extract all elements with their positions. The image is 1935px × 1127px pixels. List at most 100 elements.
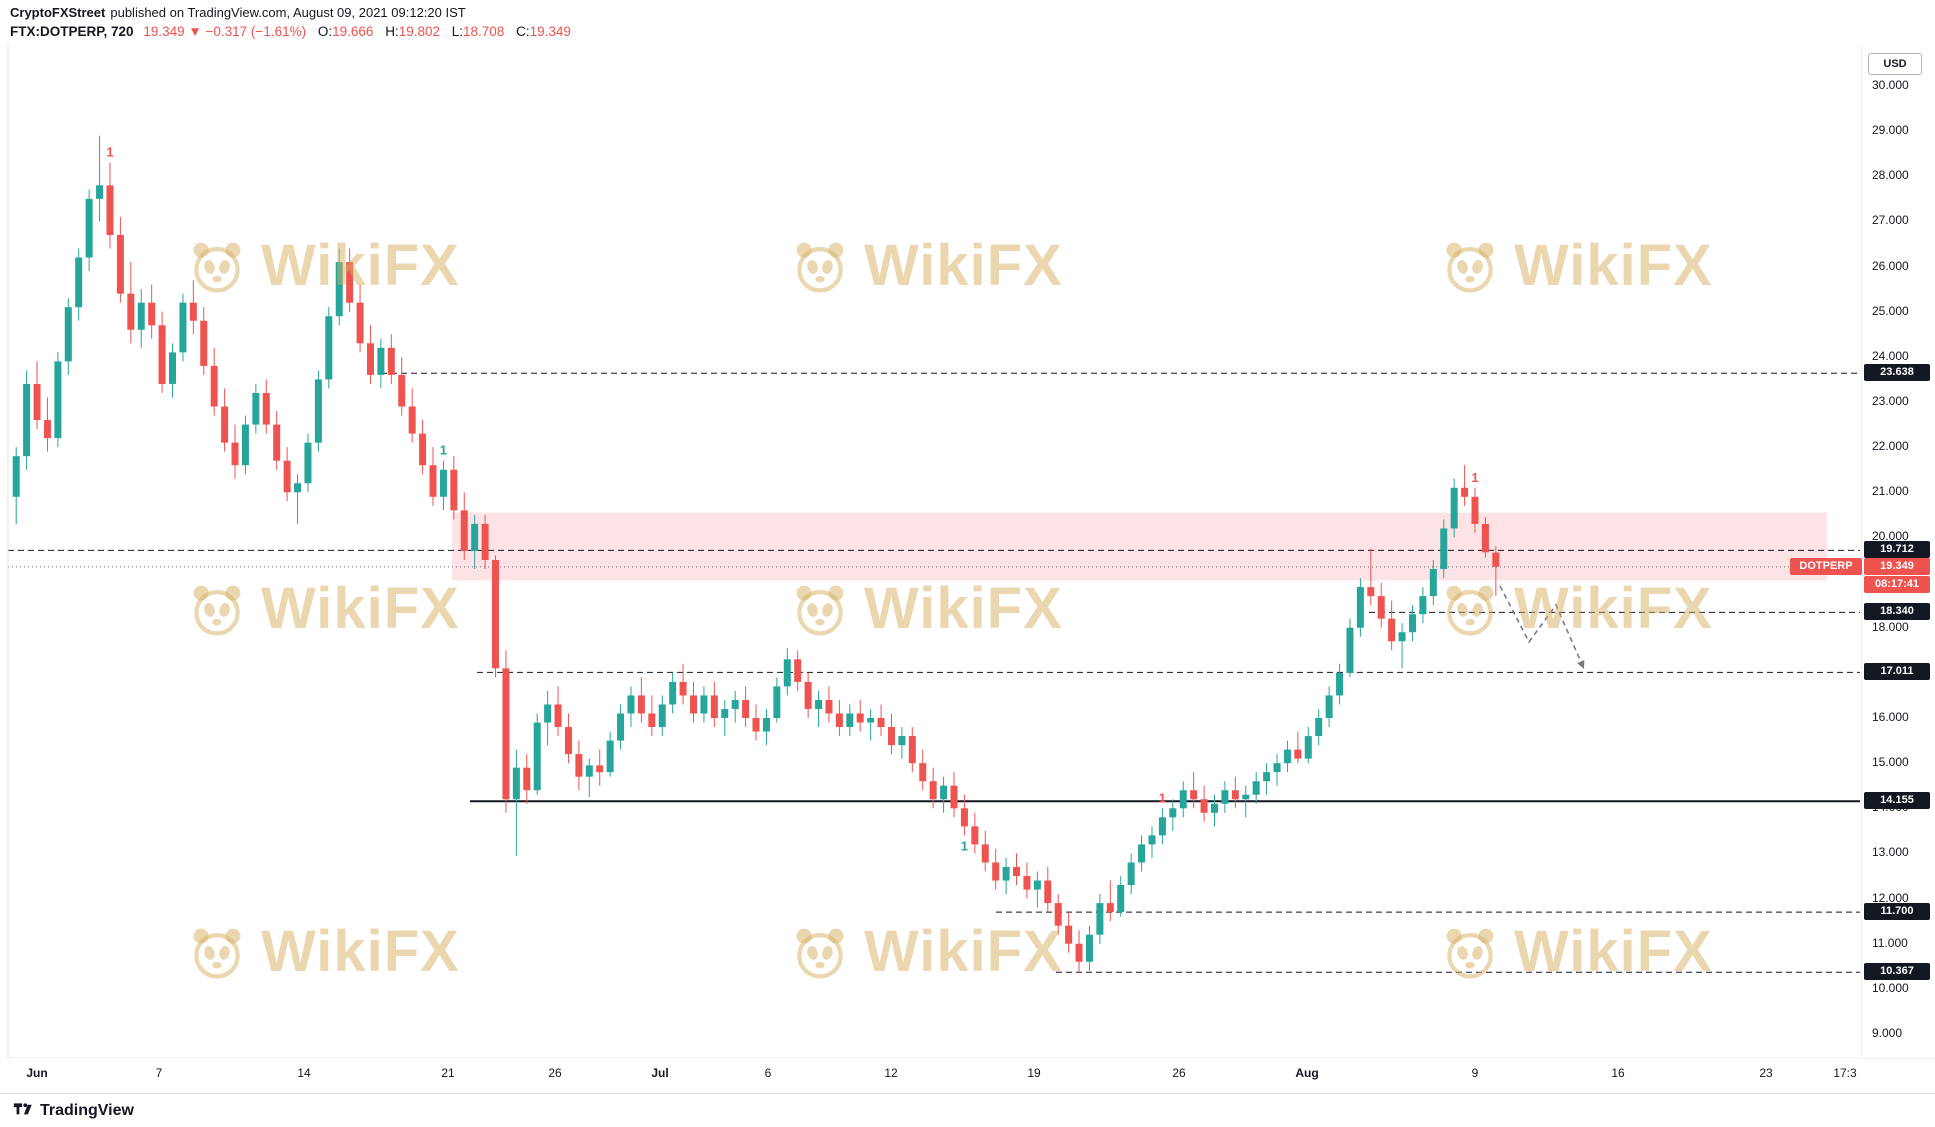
price-tick: 12.000 — [1872, 890, 1909, 905]
candle-body — [1211, 803, 1218, 813]
trade-marker: 1 — [106, 145, 113, 160]
candle-body — [1450, 487, 1458, 529]
candle-body — [637, 695, 645, 714]
time-axis[interactable]: Jun 7 14 21 26 Jul 6 12 19 26 Aug 9 16 23 17:3 — [0, 1058, 1862, 1092]
candle-body — [1398, 632, 1406, 642]
supply-zone — [452, 512, 1827, 581]
time-tick: 12 — [884, 1066, 898, 1080]
direction-arrow-icon: ▼ — [188, 24, 202, 39]
candle-body — [1065, 925, 1073, 944]
price-level-badge: 10.367 — [1864, 963, 1930, 981]
candle-body — [1169, 808, 1177, 818]
candle-body — [429, 465, 437, 497]
candle-body — [1294, 749, 1302, 759]
candle-body — [116, 234, 124, 294]
candle-body — [731, 699, 739, 709]
tradingview-logo[interactable]: TradingView — [12, 1097, 134, 1124]
candle-body — [690, 695, 697, 714]
candle-body — [762, 718, 770, 732]
candle-body — [783, 659, 791, 687]
time-tick: 23 — [1759, 1066, 1773, 1080]
candle-body — [492, 560, 500, 669]
price-tick: 27.000 — [1872, 213, 1909, 228]
candle-body — [1471, 496, 1479, 524]
candle-body — [867, 718, 875, 723]
candle-body — [1336, 672, 1344, 696]
candle-body — [1044, 880, 1052, 904]
price-level-badge: 11.700 — [1864, 903, 1930, 921]
candle-body — [512, 767, 520, 800]
candle-body — [1304, 736, 1312, 759]
candle-body — [700, 695, 708, 714]
price-tick: 29.000 — [1872, 123, 1909, 138]
candle-body — [1492, 552, 1500, 567]
candle-body — [1158, 817, 1166, 836]
candle-body — [992, 862, 1000, 881]
candle-body — [356, 302, 364, 344]
candle-body — [1325, 695, 1333, 718]
candle-body — [1367, 587, 1375, 597]
price-tick: 26.000 — [1872, 258, 1909, 273]
candle-body — [33, 383, 41, 421]
candle-body — [481, 523, 489, 560]
candle-body — [752, 718, 760, 732]
candle-body — [898, 736, 906, 746]
candle-body — [919, 763, 927, 782]
close-label: C: — [516, 24, 530, 39]
candle-body — [85, 198, 93, 258]
tradingview-logo-icon — [12, 1097, 34, 1124]
candle-body — [596, 765, 604, 773]
candle-body — [252, 392, 260, 425]
price-level-badge: 14.155 — [1864, 792, 1930, 810]
open-value: 19.666 — [332, 24, 374, 39]
candle-body — [1440, 528, 1448, 570]
price-tick: 10.000 — [1872, 980, 1909, 995]
candle-body — [1148, 835, 1156, 845]
price-tick: 24.000 — [1872, 348, 1909, 363]
candle-body — [1054, 903, 1062, 926]
price-axis[interactable]: USD 9.00010.00011.00012.00013.00014.0001… — [1862, 45, 1935, 1058]
price-tick: 13.000 — [1872, 845, 1909, 860]
candle-body — [1033, 880, 1041, 890]
candle-body — [887, 727, 895, 746]
candle-body — [658, 704, 666, 728]
current-price-badge: 19.349 — [1864, 557, 1930, 575]
price-tick: 22.000 — [1872, 439, 1909, 454]
candle-body — [221, 406, 229, 443]
candle-body — [241, 424, 249, 466]
low-value: 18.708 — [463, 24, 505, 39]
candle-body — [460, 510, 468, 551]
candle-body — [148, 302, 156, 326]
candle-body — [648, 713, 656, 728]
candle-body — [439, 469, 447, 497]
candle-body — [856, 713, 864, 723]
time-tick: 14 — [297, 1066, 311, 1080]
price-tick: 11.000 — [1872, 935, 1908, 950]
candle-body — [377, 347, 385, 375]
price-change: −0.317 (−1.61%) — [205, 24, 307, 39]
candle-body — [1346, 627, 1354, 673]
price-tick: 21.000 — [1872, 484, 1909, 499]
candle-body — [169, 352, 176, 384]
candle-body — [1221, 790, 1229, 804]
symbol-price-pill: DOTPERP — [1790, 557, 1862, 575]
price-level-badge: 17.011 — [1864, 663, 1930, 681]
candle-body — [23, 383, 31, 457]
trade-marker: 1 — [1159, 790, 1166, 805]
symbol-interval: FTX:DOTPERP, 720 — [10, 24, 134, 39]
candle-body — [1242, 794, 1250, 800]
arrow-head — [1577, 660, 1585, 669]
candle-body — [1419, 596, 1427, 615]
currency-button[interactable]: USD — [1868, 53, 1922, 75]
price-level-badge: 18.340 — [1864, 603, 1930, 621]
trade-marker: 1 — [1471, 470, 1478, 485]
high-value: 19.802 — [398, 24, 440, 39]
candle-body — [1252, 781, 1260, 795]
candle-body — [710, 695, 718, 718]
candle-body — [12, 456, 20, 497]
candle-body — [1023, 876, 1031, 890]
candle-body — [158, 325, 166, 384]
candle-body — [929, 781, 937, 800]
candle-body — [231, 442, 239, 466]
